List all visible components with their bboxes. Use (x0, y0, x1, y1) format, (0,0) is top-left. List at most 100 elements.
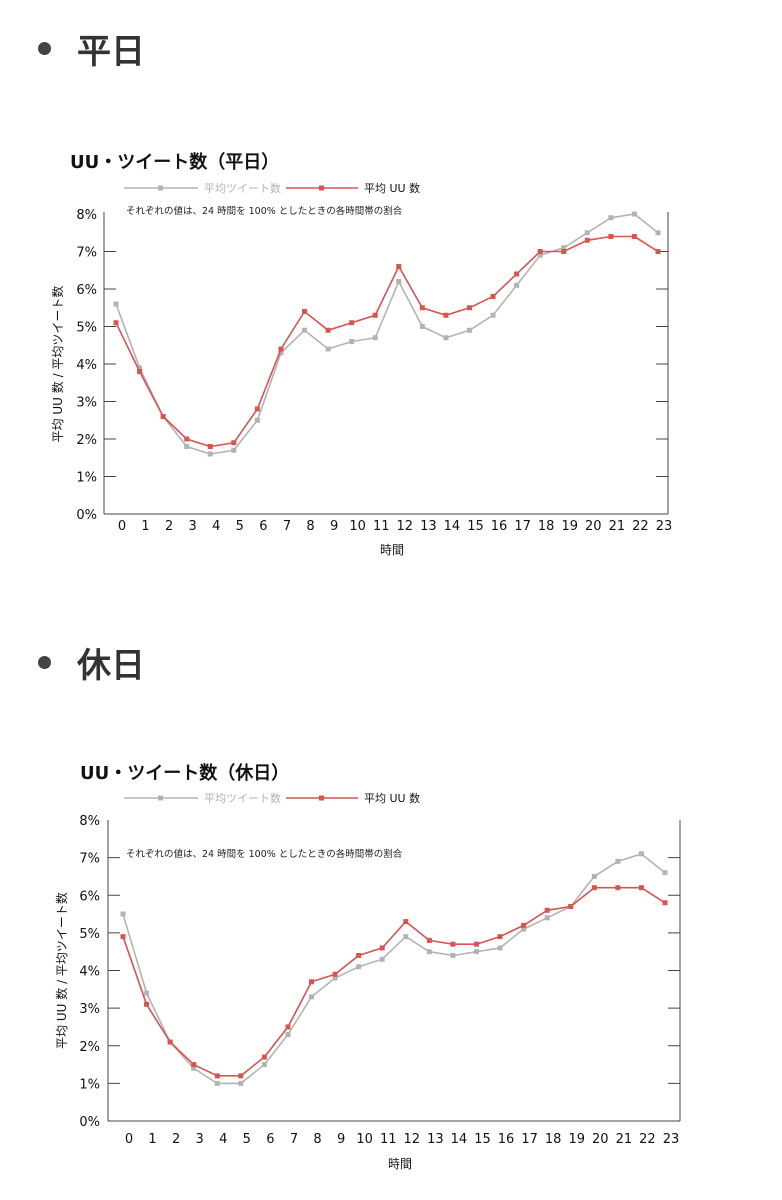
x-tick-label: 12 (404, 1132, 421, 1147)
uu-data-point (537, 249, 543, 254)
tweets-data-point (144, 990, 150, 996)
x-tick-label: 15 (474, 1132, 491, 1147)
y-tick-label: 0% (76, 508, 97, 523)
uu-data-point (302, 309, 308, 314)
tweets-data-point (325, 346, 331, 352)
x-axis-label: 時間 (380, 543, 404, 557)
uu-series-line (122, 886, 666, 1077)
uu-data-point (514, 271, 520, 277)
y-tick-label: 7% (76, 246, 97, 261)
x-tick-label: 23 (656, 519, 673, 534)
uu-data-point (261, 1054, 267, 1060)
x-tick-label: 19 (561, 519, 578, 534)
x-tick-label: 8 (306, 519, 314, 534)
tweets-data-point (514, 282, 520, 288)
x-tick-label: 18 (538, 519, 555, 534)
x-tick-label: 6 (259, 519, 267, 534)
uu-data-point (631, 234, 637, 239)
uu-data-point (325, 327, 331, 333)
x-tick-label: 20 (585, 519, 602, 534)
x-tick-label: 9 (330, 519, 338, 534)
tweets-data-point (379, 956, 385, 962)
tweets-data-point (120, 911, 126, 917)
tweets-data-point (332, 975, 338, 981)
x-tick-label: 11 (380, 1132, 397, 1147)
x-tick-label: 21 (609, 519, 626, 534)
x-tick-label: 2 (165, 519, 173, 534)
x-tick-label: 16 (498, 1132, 515, 1147)
tweets-series-line (122, 853, 666, 1085)
uu-data-point (207, 444, 213, 449)
x-tick-label: 2 (172, 1132, 180, 1147)
tweets-data-point (561, 245, 567, 251)
legend-uu-marker (319, 185, 324, 191)
y-tick-label: 0% (79, 1115, 100, 1130)
x-tick-label: 11 (373, 519, 390, 534)
uu-data-point (191, 1062, 197, 1068)
uu-data-point (396, 264, 402, 269)
uu-data-point (662, 900, 668, 906)
section-heading-text: 平日 (77, 32, 145, 72)
uu-data-point (285, 1024, 291, 1030)
tweets-data-point (466, 327, 472, 333)
x-tick-label: 22 (632, 519, 649, 534)
uu-data-point (278, 346, 284, 352)
section-heading-weekday: 平日 (38, 24, 145, 73)
tweets-data-point (426, 949, 432, 955)
chart-note: それぞれの値は、24 時間を 100% としたときの各時間帯の割合 (126, 205, 403, 217)
uu-data-point (113, 320, 119, 326)
x-tick-label: 16 (491, 519, 508, 534)
tweets-data-point (662, 870, 668, 876)
uu-data-point (490, 294, 496, 299)
uu-data-point (144, 1001, 150, 1007)
uu-data-point (638, 885, 644, 891)
tweets-data-point (214, 1080, 220, 1086)
tweets-data-point (356, 964, 362, 970)
tweets-data-point (191, 1065, 197, 1071)
uu-data-point (372, 312, 378, 318)
y-tick-label: 6% (76, 283, 97, 298)
x-tick-label: 21 (616, 1132, 633, 1147)
y-tick-label: 6% (79, 889, 100, 904)
uu-data-point (521, 922, 527, 928)
x-tick-label: 5 (236, 519, 244, 534)
tweets-data-point (443, 335, 449, 341)
y-tick-label: 8% (76, 208, 97, 223)
x-tick-label: 7 (290, 1132, 298, 1147)
y-tick-label: 2% (79, 1040, 100, 1055)
chart-note: それぞれの値は、24 時間を 100% としたときの各時間帯の割合 (126, 848, 403, 860)
uu-data-point (254, 406, 260, 412)
x-tick-label: 1 (141, 519, 149, 534)
y-tick-label: 5% (76, 321, 97, 336)
x-tick-label: 3 (196, 1132, 204, 1147)
tweets-data-point (631, 211, 637, 217)
chart-title: UU・ツイート数（休日） (80, 762, 289, 784)
x-tick-label: 20 (592, 1132, 609, 1147)
x-tick-label: 6 (266, 1132, 274, 1147)
x-tick-label: 4 (219, 1132, 227, 1147)
uu-data-point (167, 1039, 173, 1045)
tweets-series-line (115, 213, 659, 455)
uu-data-point (160, 414, 166, 419)
tweets-data-point (655, 230, 661, 236)
tweets-data-point (450, 952, 456, 958)
y-tick-label: 8% (79, 814, 100, 829)
uu-data-point (379, 945, 385, 951)
x-tick-label: 12 (397, 519, 414, 534)
uu-data-point (591, 885, 597, 891)
tweets-data-point (584, 230, 590, 236)
x-tick-label: 18 (545, 1132, 562, 1147)
section-heading-holiday: 休日 (38, 638, 145, 687)
uu-data-point (584, 237, 590, 243)
x-tick-label: 7 (283, 519, 291, 534)
tweets-data-point (278, 350, 284, 356)
x-tick-label: 23 (663, 1132, 680, 1147)
tweets-data-point (490, 312, 496, 318)
legend-tweets-marker (158, 795, 163, 801)
tweets-data-point (184, 444, 190, 449)
x-tick-label: 13 (427, 1132, 444, 1147)
uu-data-point (214, 1073, 220, 1079)
y-tick-label: 5% (79, 927, 100, 942)
